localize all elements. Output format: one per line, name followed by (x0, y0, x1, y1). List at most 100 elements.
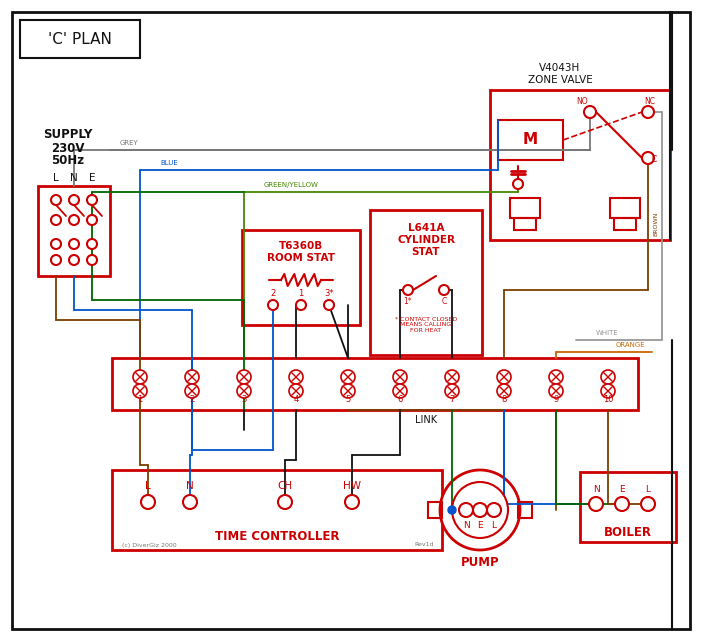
Text: ORANGE: ORANGE (616, 342, 646, 348)
Text: 2: 2 (270, 288, 276, 297)
Text: 5: 5 (345, 394, 350, 403)
Bar (38, 186, 110, 276)
Circle shape (324, 300, 334, 310)
Circle shape (69, 255, 79, 265)
Circle shape (278, 495, 292, 509)
Circle shape (87, 255, 97, 265)
Bar (242, 230, 360, 325)
Circle shape (393, 370, 407, 384)
Text: 7: 7 (449, 394, 455, 403)
Circle shape (549, 384, 563, 398)
Circle shape (439, 285, 449, 295)
Text: ROOM STAT: ROOM STAT (267, 253, 335, 263)
Text: C: C (442, 297, 446, 306)
Text: N: N (186, 481, 194, 491)
Text: T6360B: T6360B (279, 241, 323, 251)
Circle shape (448, 506, 456, 514)
Text: ZONE VALVE: ZONE VALVE (528, 75, 592, 85)
Circle shape (289, 384, 303, 398)
Circle shape (51, 215, 61, 225)
Circle shape (641, 497, 655, 511)
Text: L: L (491, 522, 496, 531)
Circle shape (601, 384, 615, 398)
Text: CH: CH (277, 481, 293, 491)
Circle shape (237, 370, 251, 384)
Circle shape (268, 300, 278, 310)
Text: 230V: 230V (51, 142, 85, 154)
Bar (370, 210, 482, 355)
Circle shape (589, 497, 603, 511)
Circle shape (183, 495, 197, 509)
Circle shape (549, 370, 563, 384)
Text: WHITE: WHITE (596, 330, 618, 336)
Text: L: L (145, 481, 151, 491)
Text: 50Hz: 50Hz (51, 154, 84, 167)
Circle shape (237, 384, 251, 398)
Text: 3*: 3* (324, 288, 334, 297)
Circle shape (141, 495, 155, 509)
Text: Rev1d: Rev1d (414, 542, 434, 547)
Circle shape (51, 255, 61, 265)
Text: 1*: 1* (404, 297, 412, 306)
Text: NC: NC (644, 97, 656, 106)
Circle shape (513, 179, 523, 189)
Bar (112, 358, 638, 410)
Text: CYLINDER: CYLINDER (397, 235, 455, 245)
Text: * CONTACT CLOSED
MEANS CALLING
FOR HEAT: * CONTACT CLOSED MEANS CALLING FOR HEAT (395, 317, 457, 333)
Text: HW: HW (343, 481, 361, 491)
Circle shape (440, 470, 520, 550)
Text: BROWN: BROWN (654, 212, 658, 236)
Text: E: E (88, 173, 95, 183)
Text: L: L (53, 173, 59, 183)
Circle shape (87, 215, 97, 225)
Circle shape (87, 195, 97, 205)
Text: 4: 4 (293, 394, 298, 403)
Bar (580, 472, 676, 542)
Text: NO: NO (576, 97, 588, 106)
Text: N: N (463, 522, 470, 531)
Circle shape (296, 300, 306, 310)
Circle shape (445, 384, 459, 398)
Text: E: E (619, 485, 625, 494)
Circle shape (133, 370, 147, 384)
Circle shape (133, 384, 147, 398)
Text: L: L (646, 485, 651, 494)
Text: M: M (522, 133, 538, 147)
Circle shape (497, 384, 511, 398)
Text: LINK: LINK (415, 415, 437, 425)
Bar (610, 198, 640, 218)
Text: 8: 8 (501, 394, 507, 403)
Text: 6: 6 (397, 394, 403, 403)
Circle shape (445, 370, 459, 384)
Bar (498, 120, 563, 160)
Circle shape (51, 239, 61, 249)
Text: C: C (651, 156, 656, 165)
Circle shape (69, 215, 79, 225)
Text: V4043H: V4043H (539, 63, 581, 73)
Circle shape (601, 370, 615, 384)
Circle shape (497, 370, 511, 384)
Bar (20, 20, 140, 58)
Circle shape (393, 384, 407, 398)
Circle shape (459, 503, 473, 517)
Text: 9: 9 (553, 394, 559, 403)
Circle shape (345, 495, 359, 509)
Text: 1: 1 (138, 394, 143, 403)
Text: 2: 2 (190, 394, 194, 403)
Bar (112, 470, 442, 550)
Circle shape (69, 195, 79, 205)
Text: BLUE: BLUE (160, 160, 178, 166)
Circle shape (403, 285, 413, 295)
Circle shape (51, 195, 61, 205)
Circle shape (452, 482, 508, 538)
Bar (614, 218, 636, 230)
Text: E: E (477, 522, 483, 531)
Circle shape (584, 106, 596, 118)
Circle shape (185, 370, 199, 384)
Circle shape (185, 384, 199, 398)
Circle shape (473, 503, 487, 517)
Text: GREY: GREY (120, 140, 139, 146)
Text: 1: 1 (298, 288, 304, 297)
Bar (428, 502, 442, 518)
Circle shape (642, 106, 654, 118)
